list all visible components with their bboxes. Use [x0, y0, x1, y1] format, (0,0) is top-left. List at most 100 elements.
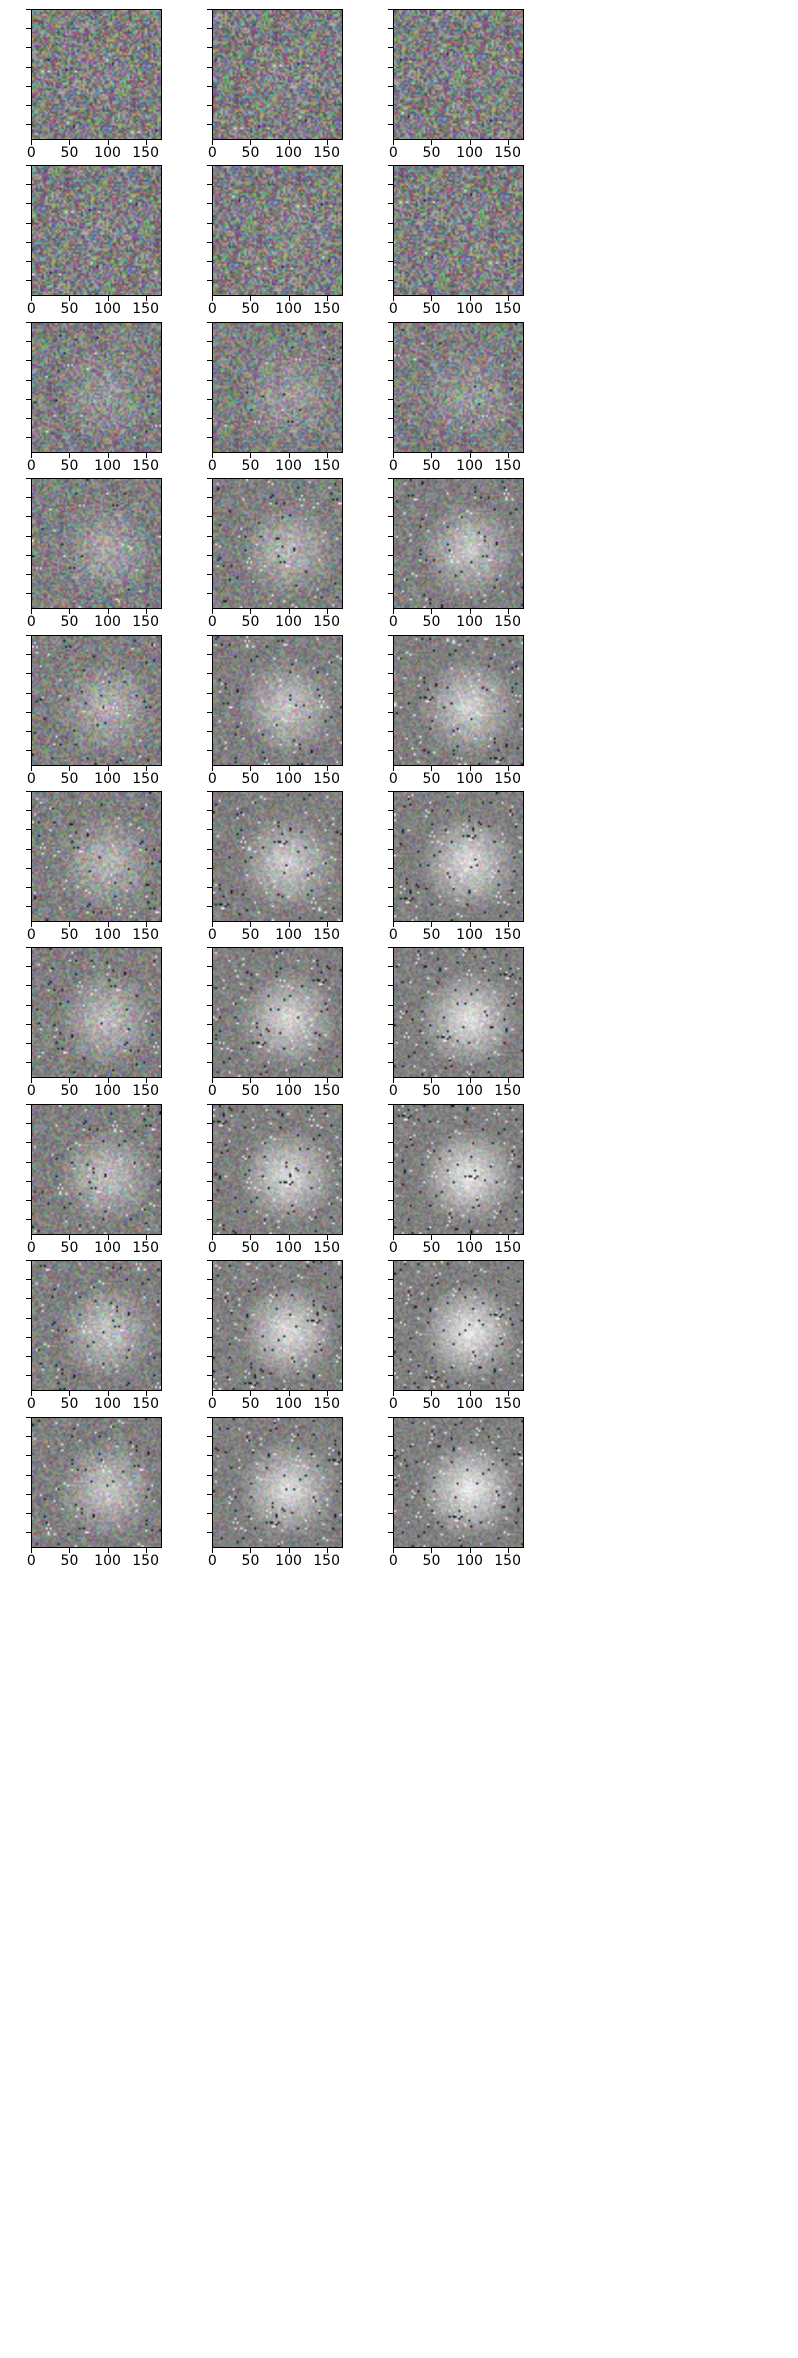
- x-tick-mark: [69, 1391, 71, 1396]
- x-tick-mark: [507, 1235, 509, 1240]
- x-tick-mark: [431, 1548, 433, 1553]
- y-tick-mark: [207, 947, 212, 949]
- x-tick-label: 0: [388, 1240, 398, 1256]
- x-tick-label: 50: [241, 1240, 260, 1256]
- x-tick-label: 150: [313, 771, 340, 787]
- x-tick-label: 100: [456, 771, 483, 787]
- x-tick-label: 50: [60, 1396, 79, 1412]
- x-tick-label: 50: [422, 145, 441, 161]
- y-tick-mark: [207, 1004, 212, 1006]
- y-tick-mark: [388, 654, 393, 656]
- x-tick-mark: [69, 296, 71, 301]
- y-tick-mark: [26, 379, 31, 381]
- x-tick-mark: [431, 140, 433, 145]
- y-tick-mark: [26, 104, 31, 106]
- x-tick-mark: [107, 1078, 109, 1083]
- y-tick-mark: [207, 104, 212, 106]
- y-tick-mark: [26, 1123, 31, 1125]
- y-tick-mark: [26, 1355, 31, 1357]
- x-tick-label: 100: [275, 927, 302, 943]
- x-tick-mark: [507, 922, 509, 927]
- panel-image: [212, 1260, 343, 1391]
- x-tick-label: 50: [241, 1083, 260, 1099]
- y-tick-mark: [388, 436, 393, 438]
- x-tick-mark: [507, 1548, 509, 1553]
- x-tick-mark: [250, 1548, 252, 1553]
- x-tick-mark: [288, 296, 290, 301]
- x-tick-mark: [145, 1548, 147, 1553]
- x-tick-mark: [326, 1078, 328, 1083]
- x-tick-mark: [212, 140, 214, 145]
- noise-image: [213, 166, 342, 295]
- y-tick-mark: [26, 1104, 31, 1106]
- y-tick-mark: [207, 848, 212, 850]
- y-tick-mark: [207, 1317, 212, 1319]
- y-tick-mark: [207, 1023, 212, 1025]
- x-tick-mark: [469, 140, 471, 145]
- x-tick-mark: [145, 1078, 147, 1083]
- y-tick-mark: [388, 1355, 393, 1357]
- panel-image: [212, 165, 343, 296]
- y-tick-mark: [207, 47, 212, 49]
- x-tick-label: 150: [132, 614, 159, 630]
- x-tick-mark: [393, 922, 395, 927]
- y-tick-mark: [207, 554, 212, 556]
- noise-image: [32, 323, 161, 452]
- y-tick-mark: [388, 1417, 393, 1419]
- x-tick-label: 150: [132, 458, 159, 474]
- x-tick-mark: [145, 296, 147, 301]
- y-tick-mark: [26, 573, 31, 575]
- x-tick-mark: [469, 922, 471, 927]
- y-tick-mark: [388, 222, 393, 224]
- y-tick-mark: [26, 478, 31, 480]
- noise-image: [394, 1105, 523, 1234]
- y-tick-mark: [207, 985, 212, 987]
- y-tick-mark: [388, 322, 393, 324]
- x-tick-label: 100: [456, 1396, 483, 1412]
- x-tick-label: 50: [60, 458, 79, 474]
- noise-image: [32, 1105, 161, 1234]
- x-tick-mark: [326, 922, 328, 927]
- x-tick-mark: [212, 1078, 214, 1083]
- x-tick-mark: [212, 609, 214, 614]
- y-tick-mark: [388, 573, 393, 575]
- x-tick-label: 0: [388, 458, 398, 474]
- x-tick-label: 150: [313, 927, 340, 943]
- x-tick-label: 100: [456, 1240, 483, 1256]
- x-tick-label: 150: [313, 1553, 340, 1569]
- y-tick-mark: [207, 1374, 212, 1376]
- x-tick-label: 0: [26, 927, 36, 943]
- x-tick-mark: [31, 922, 33, 927]
- x-tick-label: 50: [422, 458, 441, 474]
- x-tick-mark: [288, 766, 290, 771]
- y-tick-mark: [26, 28, 31, 30]
- y-tick-mark: [26, 829, 31, 831]
- x-tick-mark: [507, 140, 509, 145]
- x-tick-mark: [326, 453, 328, 458]
- y-tick-mark: [207, 66, 212, 68]
- noise-image: [213, 636, 342, 765]
- x-tick-mark: [507, 766, 509, 771]
- x-tick-label: 0: [207, 927, 217, 943]
- y-tick-mark: [207, 1417, 212, 1419]
- x-tick-label: 150: [494, 1240, 521, 1256]
- x-tick-label: 150: [313, 458, 340, 474]
- y-tick-mark: [207, 673, 212, 675]
- y-tick-mark: [388, 203, 393, 205]
- y-tick-mark: [388, 1260, 393, 1262]
- y-tick-mark: [207, 1042, 212, 1044]
- x-tick-mark: [107, 766, 109, 771]
- x-tick-label: 50: [60, 1240, 79, 1256]
- x-tick-mark: [31, 1391, 33, 1396]
- x-tick-label: 50: [60, 1553, 79, 1569]
- x-tick-mark: [69, 1078, 71, 1083]
- x-tick-label: 150: [132, 1553, 159, 1569]
- x-tick-mark: [431, 296, 433, 301]
- panel-image: [393, 947, 524, 1078]
- x-tick-label: 50: [241, 1553, 260, 1569]
- panel-image: [212, 322, 343, 453]
- y-tick-mark: [207, 1512, 212, 1514]
- x-tick-mark: [469, 766, 471, 771]
- y-tick-mark: [26, 1042, 31, 1044]
